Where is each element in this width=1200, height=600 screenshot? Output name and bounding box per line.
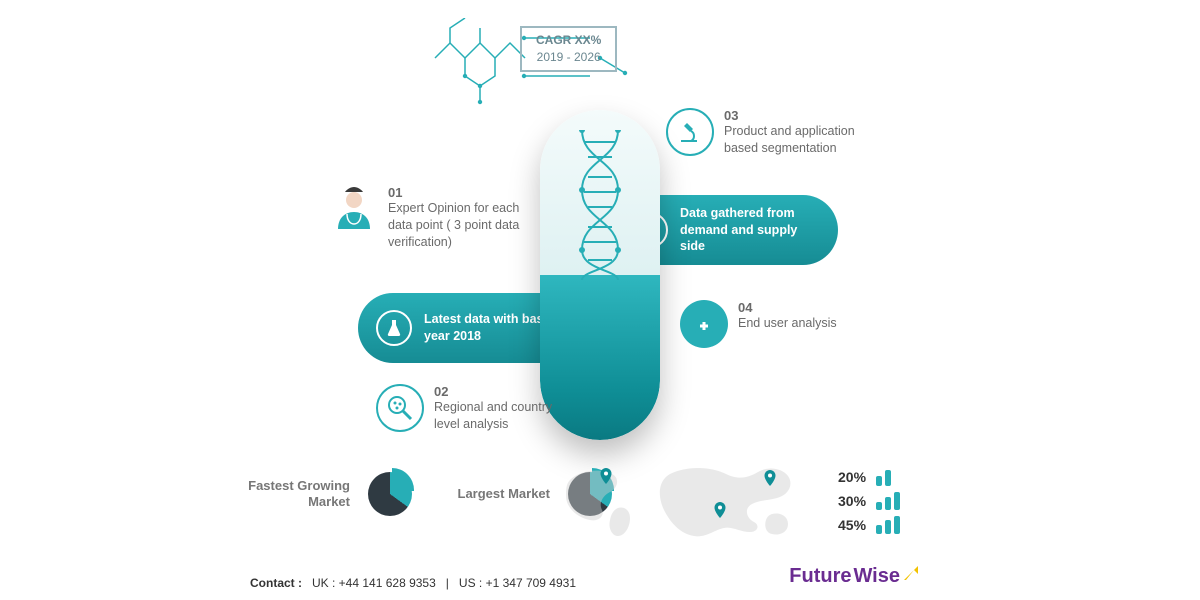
callout-01-num: 01 bbox=[388, 185, 540, 200]
brand-arrow-icon bbox=[902, 564, 920, 588]
bars-icon bbox=[876, 468, 891, 486]
percentages-list: 20% 30% 45% bbox=[838, 468, 900, 534]
contact-sep: | bbox=[446, 576, 449, 590]
cagr-period: 2019 - 2026 bbox=[536, 49, 601, 66]
brand-logo: FutureWise bbox=[789, 564, 920, 588]
flask-icon bbox=[376, 310, 412, 346]
contact-us: US : +1 347 709 4931 bbox=[459, 576, 576, 590]
callout-04-text: End user analysis bbox=[738, 315, 837, 332]
bars-icon bbox=[876, 516, 900, 534]
map-pin-icon bbox=[762, 470, 778, 486]
map-pin-icon bbox=[712, 502, 728, 518]
medkit-icon bbox=[680, 300, 728, 348]
pct-value: 30% bbox=[838, 493, 866, 509]
callout-01: 01 Expert Opinion for each data point ( … bbox=[330, 185, 540, 251]
pct-value: 20% bbox=[838, 469, 866, 485]
brand-part1: Future bbox=[789, 565, 851, 588]
microscope-icon bbox=[666, 108, 714, 156]
callout-04: 04 End user analysis bbox=[680, 300, 860, 348]
band-right-text: Data gathered from demand and supply sid… bbox=[680, 205, 820, 256]
pct-value: 45% bbox=[838, 517, 866, 533]
cagr-box: CAGR XX% 2019 - 2026 bbox=[520, 26, 617, 72]
brand-part2: Wise bbox=[853, 565, 900, 588]
callout-04-num: 04 bbox=[738, 300, 837, 315]
largest-market-label: Largest Market bbox=[430, 486, 550, 502]
pct-row: 30% bbox=[838, 492, 900, 510]
market-row: Fastest Growing Market Largest Market bbox=[230, 472, 612, 516]
bars-icon bbox=[876, 492, 900, 510]
footer-contact: Contact : UK : +44 141 628 9353 | US : +… bbox=[250, 576, 576, 590]
callout-03-text: Product and application based segmentati… bbox=[724, 123, 876, 157]
pct-row: 20% bbox=[838, 468, 900, 486]
contact-uk: UK : +44 141 628 9353 bbox=[312, 576, 436, 590]
contact-label: Contact : bbox=[250, 576, 302, 590]
callout-02-text: Regional and country level analysis bbox=[434, 399, 576, 433]
callout-03: 03 Product and application based segment… bbox=[666, 108, 876, 157]
pie-chart-icon bbox=[368, 472, 412, 516]
callout-03-num: 03 bbox=[724, 108, 876, 123]
callout-01-text: Expert Opinion for each data point ( 3 p… bbox=[388, 200, 540, 251]
callout-02: 02 Regional and country level analysis bbox=[376, 384, 576, 433]
callout-02-num: 02 bbox=[434, 384, 576, 399]
map-pin-icon bbox=[598, 468, 614, 484]
pct-row: 45% bbox=[838, 516, 900, 534]
cagr-title: CAGR XX% bbox=[536, 32, 601, 49]
magnifier-icon bbox=[376, 384, 424, 432]
doctor-icon bbox=[330, 185, 378, 233]
fastest-market-label: Fastest Growing Market bbox=[230, 478, 350, 509]
